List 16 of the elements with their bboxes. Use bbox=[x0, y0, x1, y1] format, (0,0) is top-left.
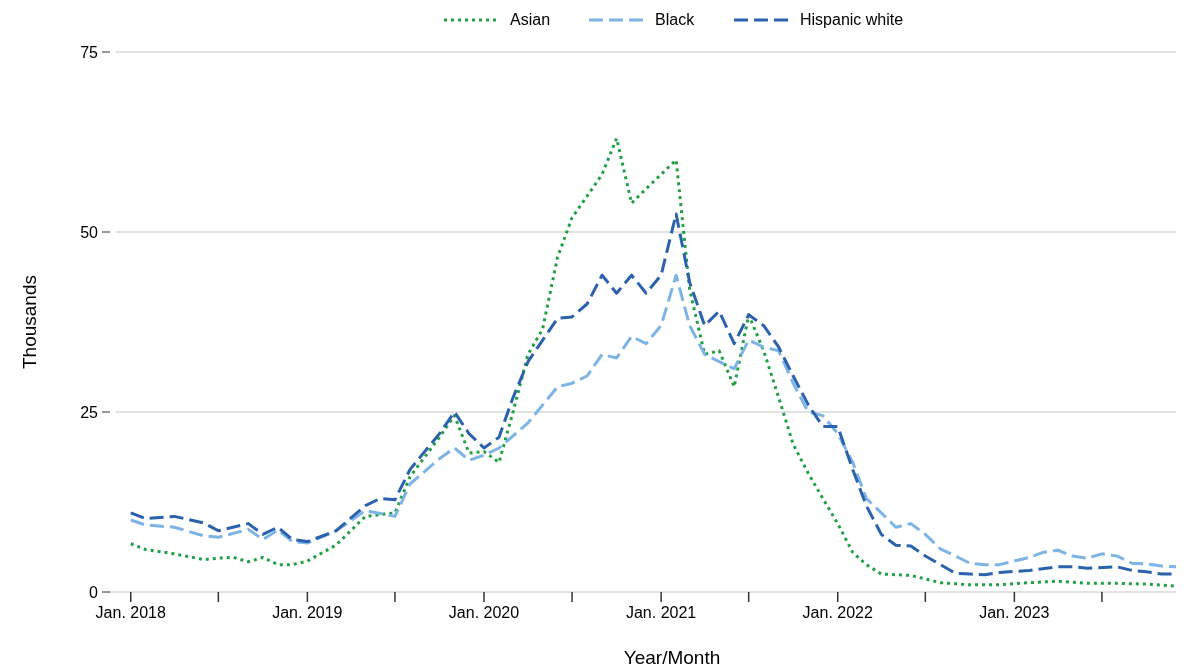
x-tick-label: Jan. 2021 bbox=[625, 604, 697, 621]
x-tick-label: Jan. 2020 bbox=[448, 604, 520, 621]
y-tick-label: 0 bbox=[89, 583, 99, 601]
y-tick-label: 25 bbox=[80, 403, 99, 421]
line-series bbox=[129, 273, 1178, 569]
y-axis-title: Thousands bbox=[19, 274, 40, 370]
y-tick-label: 50 bbox=[80, 223, 99, 241]
legend-label: Asian bbox=[510, 11, 551, 28]
x-axis-title: Year/Month bbox=[623, 647, 721, 668]
x-tick-label: Jan. 2023 bbox=[979, 604, 1050, 621]
legend-label: Black bbox=[655, 11, 696, 28]
legend-label: Hispanic white bbox=[800, 11, 904, 28]
x-tick-label: Jan. 2022 bbox=[802, 604, 873, 621]
y-tick-label: 75 bbox=[80, 43, 99, 61]
x-tick-label: Jan. 2018 bbox=[95, 604, 166, 621]
x-tick-label: Jan. 2019 bbox=[272, 604, 343, 621]
